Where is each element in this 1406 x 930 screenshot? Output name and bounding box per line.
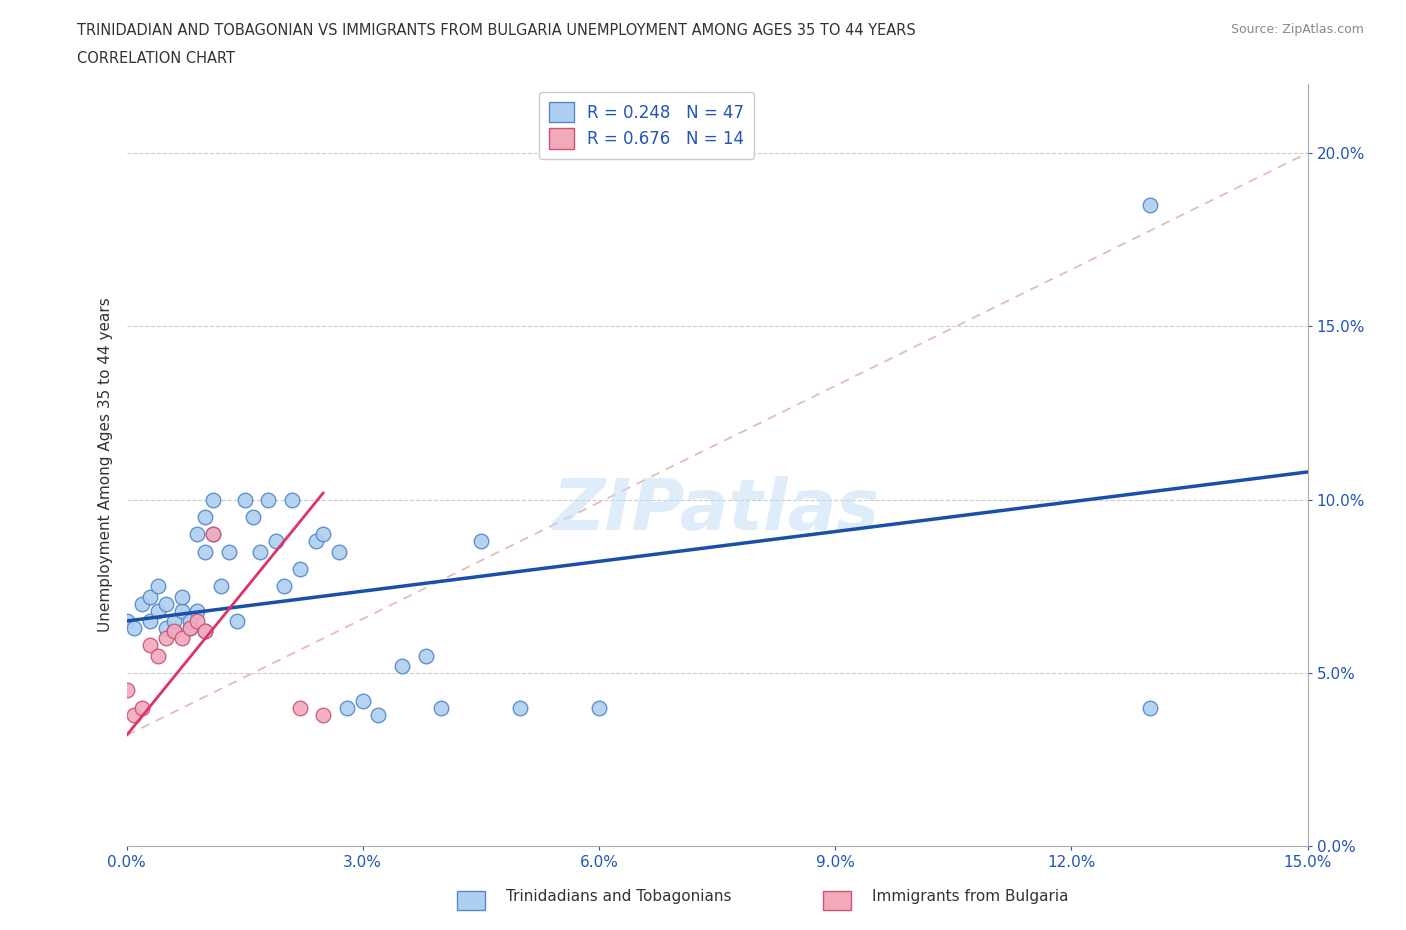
Point [115,683,138,698]
Point [202,527,225,542]
Point [1139,197,1161,212]
Point [179,620,201,635]
Point [312,527,335,542]
Point [163,624,186,639]
Point [194,544,217,559]
Legend: R = 0.248   N = 47, R = 0.676   N = 14: R = 0.248 N = 47, R = 0.676 N = 14 [538,92,754,158]
Text: Source: ZipAtlas.com: Source: ZipAtlas.com [1230,23,1364,36]
Point [225,614,247,629]
Point [249,544,271,559]
Point [124,707,146,722]
Point [139,590,162,604]
Point [336,700,359,715]
Point [194,624,217,639]
Point [179,620,201,635]
Point [202,492,225,507]
Point [470,534,492,549]
Point [1139,700,1161,715]
Point [115,614,138,629]
Point [155,620,177,635]
Text: CORRELATION CHART: CORRELATION CHART [77,51,235,66]
Point [288,700,311,715]
Point [194,624,217,639]
Point [242,510,264,525]
Point [209,578,232,593]
Point [124,620,146,635]
Point [415,648,437,663]
Point [179,614,201,629]
Point [328,544,350,559]
Point [288,562,311,577]
Point [273,578,295,593]
Point [163,624,186,639]
Point [367,707,389,722]
Point [588,700,610,715]
Point [146,648,169,663]
Point [509,700,531,715]
Point [194,510,217,525]
Text: ZIPatlas: ZIPatlas [554,476,880,545]
Point [281,492,304,507]
Text: Immigrants from Bulgaria: Immigrants from Bulgaria [872,889,1069,904]
Point [264,534,287,549]
Point [170,590,193,604]
Point [218,544,240,559]
Point [131,700,153,715]
Point [257,492,280,507]
Point [146,604,169,618]
Point [304,534,326,549]
Point [233,492,256,507]
Point [430,700,453,715]
Point [312,707,335,722]
Point [146,578,169,593]
Point [391,658,413,673]
Text: TRINIDADIAN AND TOBAGONIAN VS IMMIGRANTS FROM BULGARIA UNEMPLOYMENT AMONG AGES 3: TRINIDADIAN AND TOBAGONIAN VS IMMIGRANTS… [77,23,917,38]
Point [202,527,225,542]
Point [155,596,177,611]
Point [170,604,193,618]
Point [186,527,208,542]
Point [186,604,208,618]
Point [155,631,177,645]
Y-axis label: Unemployment Among Ages 35 to 44 years: Unemployment Among Ages 35 to 44 years [97,298,112,632]
Point [186,614,208,629]
Point [163,614,186,629]
Point [352,693,374,708]
Point [139,638,162,653]
Point [131,596,153,611]
Point [139,614,162,629]
Point [170,631,193,645]
Text: Trinidadians and Tobagonians: Trinidadians and Tobagonians [506,889,731,904]
